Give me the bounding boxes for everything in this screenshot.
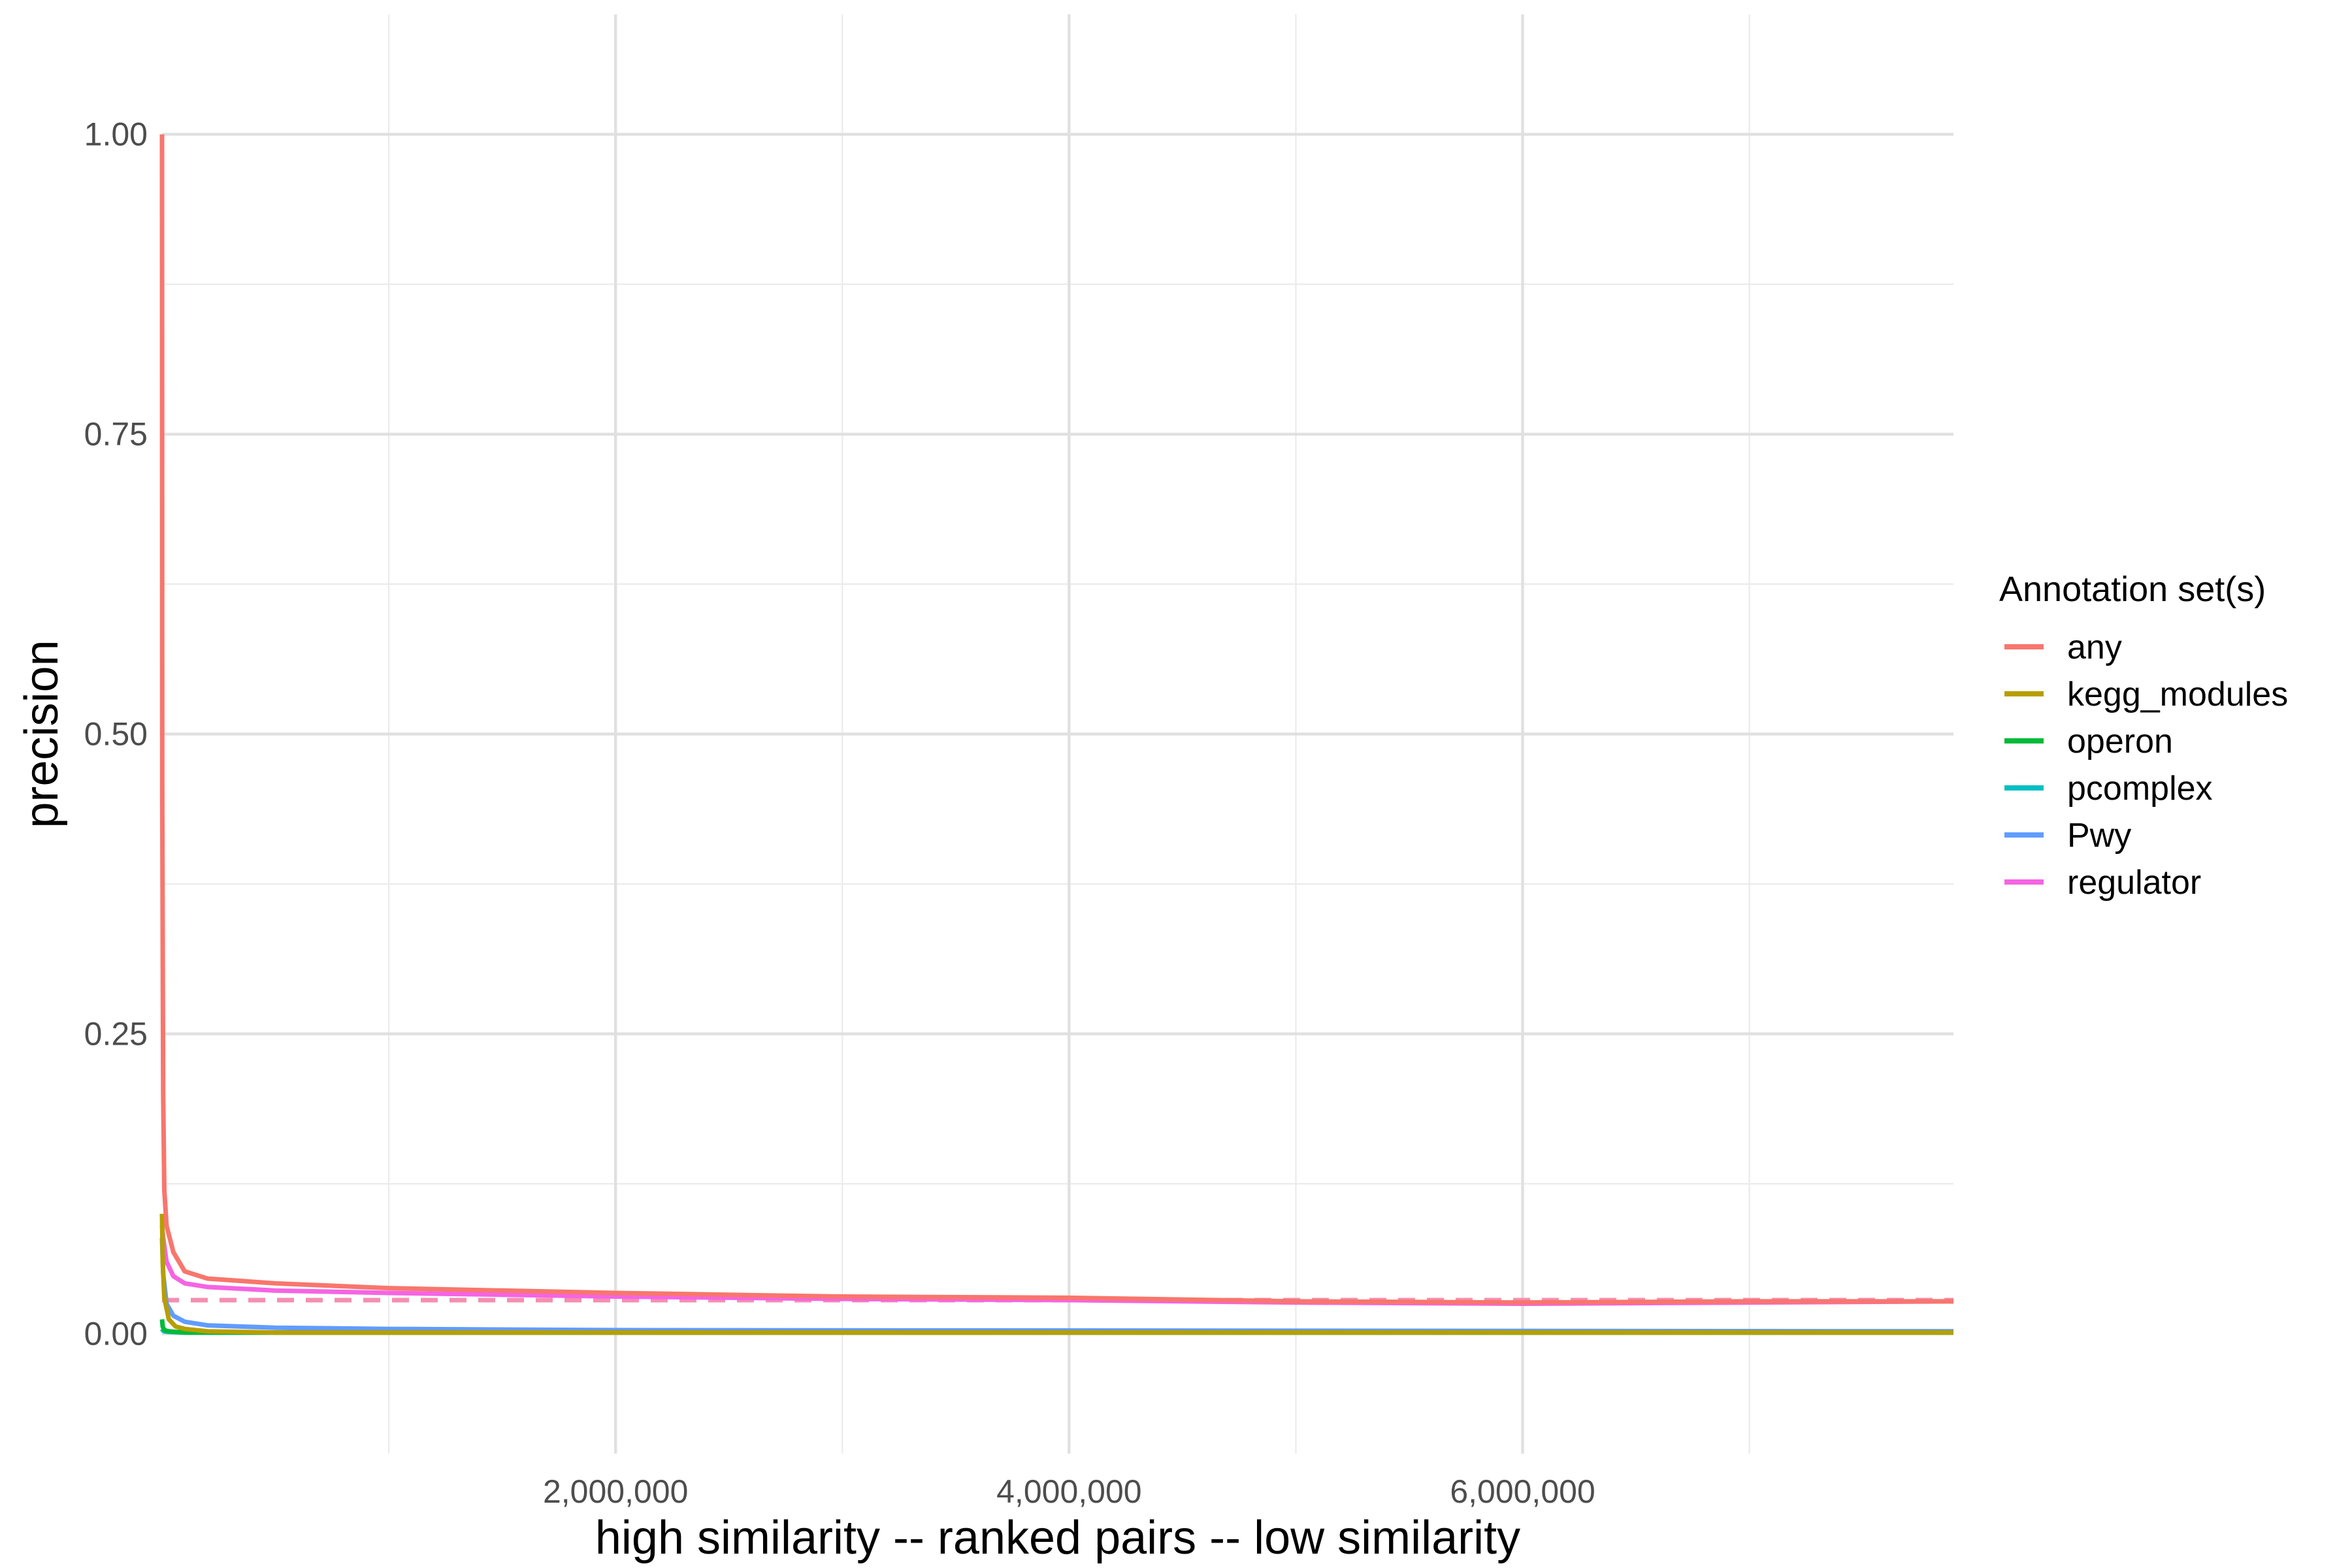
y-tick-labels: 0.00 0.25 0.50 0.75 1.00	[84, 116, 148, 1352]
series-line-any	[159, 134, 1953, 1305]
y-tick-label: 0.25	[84, 1015, 148, 1052]
legend-title: Annotation set(s)	[1999, 570, 2266, 609]
legend-label-kegg-modules: kegg_modules	[2067, 676, 2288, 713]
series-lines	[159, 134, 1954, 1335]
legend-label-regulator: regulator	[2067, 864, 2201, 902]
x-tick-label: 6,000,000	[1450, 1473, 1595, 1510]
y-tick-label: 0.50	[84, 716, 148, 753]
y-axis-title: precision	[16, 640, 68, 828]
y-tick-label: 0.75	[84, 416, 148, 453]
legend-label-any: any	[2067, 629, 2122, 666]
legend-label-operon: operon	[2067, 723, 2173, 760]
y-tick-label: 0.00	[84, 1315, 148, 1352]
x-axis-title: high similarity -- ranked pairs -- low s…	[595, 1512, 1520, 1564]
x-tick-label: 2,000,000	[543, 1473, 688, 1510]
series-line-kegg-modules	[159, 1213, 1953, 1335]
x-tick-labels: 2,000,000 4,000,000 6,000,000	[543, 1473, 1595, 1510]
legend-label-pwy: Pwy	[2067, 817, 2131, 855]
x-tick-label: 4,000,000	[996, 1473, 1141, 1510]
legend-label-pcomplex: pcomplex	[2067, 770, 2213, 808]
y-tick-label: 1.00	[84, 116, 148, 153]
